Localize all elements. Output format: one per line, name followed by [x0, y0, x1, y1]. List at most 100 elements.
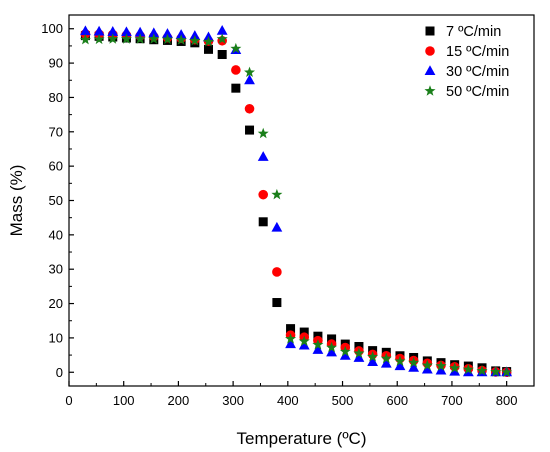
- data-point: [231, 83, 241, 93]
- y-axis: 0 10 20 30 40 50 60 70 80 90 100: [41, 21, 74, 380]
- data-point: [120, 33, 132, 44]
- data-point: [271, 221, 283, 232]
- legend-label: 50 ºC/min: [446, 84, 509, 100]
- data-point: [80, 25, 91, 36]
- y-tick-label: 60: [49, 159, 63, 174]
- data-point: [353, 352, 365, 362]
- data-point: [257, 151, 269, 161]
- data-point: [298, 335, 310, 347]
- data-point: [339, 349, 351, 360]
- data-point: [258, 189, 269, 200]
- data-point: [435, 364, 447, 375]
- y-tick-label: 90: [49, 56, 63, 71]
- data-point: [421, 359, 433, 371]
- x-tick-label: 500: [332, 393, 354, 408]
- data-point: [421, 363, 433, 374]
- y-tick-label: 20: [49, 296, 63, 311]
- data-point: [134, 26, 146, 37]
- data-point: [312, 338, 324, 350]
- y-tick-label: 10: [49, 330, 63, 345]
- x-tick-label: 800: [496, 393, 518, 408]
- data-point: [148, 33, 160, 44]
- data-point: [258, 217, 268, 227]
- data-point: [272, 298, 282, 308]
- data-point: [435, 360, 447, 371]
- data-point: [245, 125, 255, 135]
- legend-label: 30 ºC/min: [446, 64, 509, 80]
- y-axis-label: Mass (%): [7, 165, 26, 237]
- data-point: [271, 188, 283, 200]
- x-axis-label: Temperature (ºC): [237, 429, 367, 448]
- data-point: [204, 44, 213, 54]
- data-point: [327, 334, 337, 344]
- data-point: [476, 365, 488, 376]
- x-tick-label: 700: [441, 393, 463, 408]
- legend-marker: [425, 46, 435, 56]
- data-point: [367, 356, 379, 366]
- data-point: [244, 66, 256, 78]
- x-tick-label: 100: [113, 393, 135, 408]
- legend-label: 7 ºC/min: [446, 24, 501, 40]
- legend-marker: [424, 65, 436, 75]
- data-point: [93, 25, 105, 36]
- data-point: [367, 351, 379, 362]
- x-tick-label: 0: [65, 393, 72, 408]
- data-point: [501, 366, 513, 377]
- series-0: [80, 31, 512, 377]
- data-point: [380, 357, 392, 368]
- x-tick-label: 600: [386, 393, 408, 408]
- data-point: [217, 50, 227, 60]
- legend-label: 15 ºC/min: [446, 44, 509, 60]
- data-point: [231, 65, 241, 75]
- data-point: [148, 27, 160, 38]
- legend-marker: [425, 26, 435, 36]
- data-point: [230, 42, 242, 54]
- data-point: [161, 33, 173, 45]
- data-points: [79, 25, 513, 378]
- data-point: [394, 355, 406, 366]
- x-axis: 0 100 200 300 400 500 600 700 800: [65, 381, 517, 408]
- data-point: [93, 33, 105, 45]
- x-tick-label: 400: [277, 393, 299, 408]
- data-point: [462, 363, 474, 375]
- data-point: [326, 346, 337, 357]
- data-point: [394, 360, 406, 371]
- series-3: [79, 33, 513, 377]
- y-tick-label: 30: [49, 262, 63, 277]
- data-point: [216, 25, 228, 35]
- data-point: [79, 33, 91, 45]
- legend: 7 ºC/min 15 ºC/min 30 ºC/min 50 ºC/min: [424, 24, 509, 100]
- data-point: [272, 267, 282, 277]
- data-point: [299, 327, 309, 337]
- y-tick-label: 100: [41, 21, 63, 36]
- data-point: [408, 356, 420, 368]
- x-tick-label: 200: [168, 393, 190, 408]
- data-point: [286, 324, 296, 334]
- y-tick-label: 0: [56, 365, 63, 380]
- data-point: [408, 361, 420, 372]
- data-point: [285, 338, 296, 349]
- data-point: [449, 365, 461, 376]
- x-tick-label: 300: [222, 393, 244, 408]
- data-point: [326, 341, 338, 353]
- data-point: [175, 29, 187, 39]
- y-tick-label: 70: [49, 124, 63, 139]
- data-point: [244, 74, 255, 85]
- data-point: [107, 26, 119, 36]
- data-point: [216, 33, 228, 44]
- data-point: [162, 28, 173, 38]
- data-point: [380, 352, 392, 364]
- data-point: [121, 26, 132, 37]
- legend-marker: [424, 85, 436, 96]
- data-point: [353, 347, 365, 359]
- data-point: [312, 344, 324, 354]
- y-tick-label: 40: [49, 227, 63, 242]
- data-point: [134, 33, 146, 44]
- series-1: [80, 29, 512, 378]
- y-tick-label: 80: [49, 90, 63, 105]
- y-tick-label: 50: [49, 193, 63, 208]
- data-point: [298, 339, 310, 350]
- data-point: [490, 366, 502, 377]
- data-point: [339, 345, 351, 357]
